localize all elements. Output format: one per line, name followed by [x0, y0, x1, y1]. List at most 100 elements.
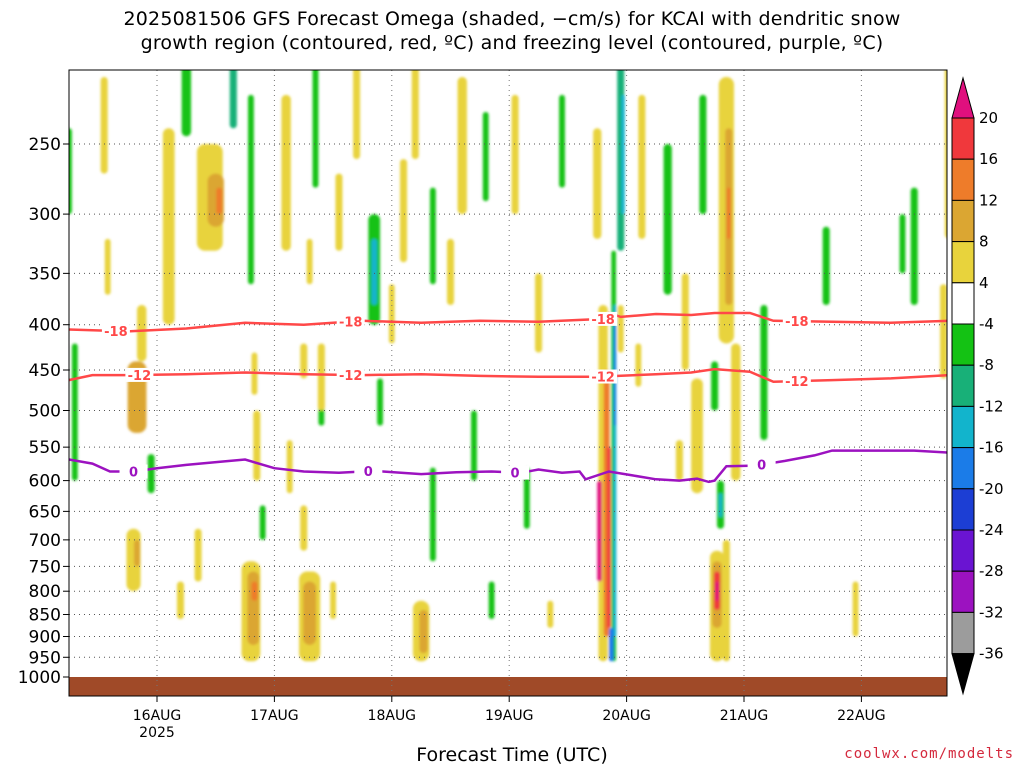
colorbar: 20 16 12 8 4 -4 -8 -12 -16 -20 -24 -28 -32 -36 [951, 76, 1004, 696]
colorbar-swatch [951, 570, 975, 613]
contour-label: -18 [785, 315, 809, 330]
contour-label-bg [125, 367, 154, 382]
omega-cell [822, 226, 830, 305]
contour-label: 0 [364, 465, 373, 480]
omega-cell [523, 467, 530, 529]
omega-cell [429, 187, 436, 285]
x-axis: 16AUG 17AUG 18AUG 19AUG 20AUG 21AUG 22AUG 2025 [133, 696, 886, 741]
omega-cell [300, 505, 308, 551]
colorbar-tick-label: 8 [979, 233, 989, 251]
omega-cell [259, 505, 266, 540]
colorbar-tick-label: -20 [979, 480, 1004, 498]
y-tick-label: 850 [29, 606, 61, 626]
colorbar-swatch [951, 447, 975, 490]
colorbar-swatch [951, 611, 975, 655]
omega-cell [597, 480, 602, 582]
omega-cell [147, 454, 155, 494]
chart-title-line-2: growth region (contoured, red, ºC) and f… [140, 32, 884, 54]
x-tick-year: 2025 [139, 725, 175, 741]
x-tick-label: 20AUG [602, 708, 651, 724]
y-tick-label: 400 [29, 316, 61, 336]
omega-cell [353, 70, 361, 160]
omega-cell [300, 343, 308, 379]
contour-label: -18 [104, 325, 128, 340]
omega-cell [330, 581, 337, 620]
omega-cell [635, 343, 642, 387]
y-tick-label: 350 [29, 264, 61, 284]
x-tick-label: 18AUG [368, 708, 417, 724]
omega-cell [718, 493, 723, 518]
omega-cell [457, 76, 467, 215]
omega-cell [137, 304, 147, 362]
y-tick-label: 450 [29, 361, 61, 381]
omega-cell [910, 187, 918, 305]
contour-label-bg [782, 374, 811, 389]
omega-cell [715, 581, 719, 601]
y-tick-label: 1000 [18, 668, 61, 688]
omega-cell [899, 214, 906, 274]
omega-cell [400, 159, 408, 263]
omega-cell [547, 600, 554, 628]
omega-cell [593, 128, 602, 239]
omega-cell [852, 581, 859, 637]
omega-cell [312, 70, 319, 188]
omega-cell [726, 187, 731, 239]
omega-cell [471, 410, 477, 481]
contour-label: 0 [757, 459, 766, 474]
y-tick-label: 650 [29, 502, 61, 522]
temperature-contours: -18 -18 -18 -18 -12 -12 -12 -12 0 0 0 0 [69, 311, 947, 484]
colorbar-swatch [951, 158, 975, 201]
plot-frame [68, 69, 948, 697]
terrain-fill [69, 677, 947, 696]
contour-label: 0 [129, 466, 138, 481]
contour-label-bg [782, 314, 811, 329]
contour-label-bg [589, 369, 618, 384]
omega-cell [388, 284, 395, 344]
omega-cell [722, 539, 730, 662]
colorbar-tick-label: -28 [979, 562, 1004, 580]
omega-cell [488, 581, 495, 620]
omega-cell [419, 609, 428, 654]
contour-label: -12 [128, 369, 152, 384]
colorbar-tick-label: -24 [979, 521, 1004, 539]
contour-label-bg [501, 465, 530, 480]
omega-cell [482, 111, 489, 202]
omega-cell [681, 273, 689, 370]
colorbar-swatch [951, 323, 975, 366]
contour-label-bg [336, 367, 365, 382]
contour-label: 0 [511, 467, 520, 482]
colorbar-swatch [951, 282, 975, 325]
colorbar-swatch [951, 199, 975, 243]
omega-cell [176, 581, 185, 620]
x-tick-label: 16AUG [133, 708, 182, 724]
omega-cell [691, 378, 703, 494]
colorbar-tick-label: -4 [979, 315, 994, 333]
colorbar-tick-label: -36 [979, 645, 1004, 663]
contour-label-bg [747, 457, 776, 472]
omega-cell [944, 70, 947, 239]
omega-cell [535, 273, 543, 353]
y-tick-label: 550 [29, 438, 61, 458]
omega-cell [377, 378, 383, 426]
omega-cell [303, 581, 317, 645]
chart-title-line-1: 2025081506 GFS Forecast Omega (shaded, −… [123, 8, 901, 30]
contour-label: -12 [591, 371, 615, 386]
x-tick-label: 21AUG [720, 708, 769, 724]
omega-cell [760, 304, 768, 441]
omega-cell [429, 467, 436, 562]
y-tick-label: 300 [29, 205, 61, 225]
omega-shading [69, 70, 947, 662]
omega-cell [181, 70, 192, 137]
colorbar-tick-label: 12 [979, 191, 998, 209]
contour-label: -18 [591, 313, 615, 328]
colorbar-tick-label: -8 [979, 356, 994, 374]
colorbar-swatch [951, 364, 975, 407]
x-axis-label: Forecast Time (UTC) [416, 744, 608, 766]
omega-cell [446, 238, 455, 305]
omega-cell [371, 238, 378, 305]
contour-label-bg [354, 464, 383, 479]
omega-cell [511, 94, 519, 215]
omega-cell [675, 440, 683, 481]
omega-cell [608, 627, 614, 662]
